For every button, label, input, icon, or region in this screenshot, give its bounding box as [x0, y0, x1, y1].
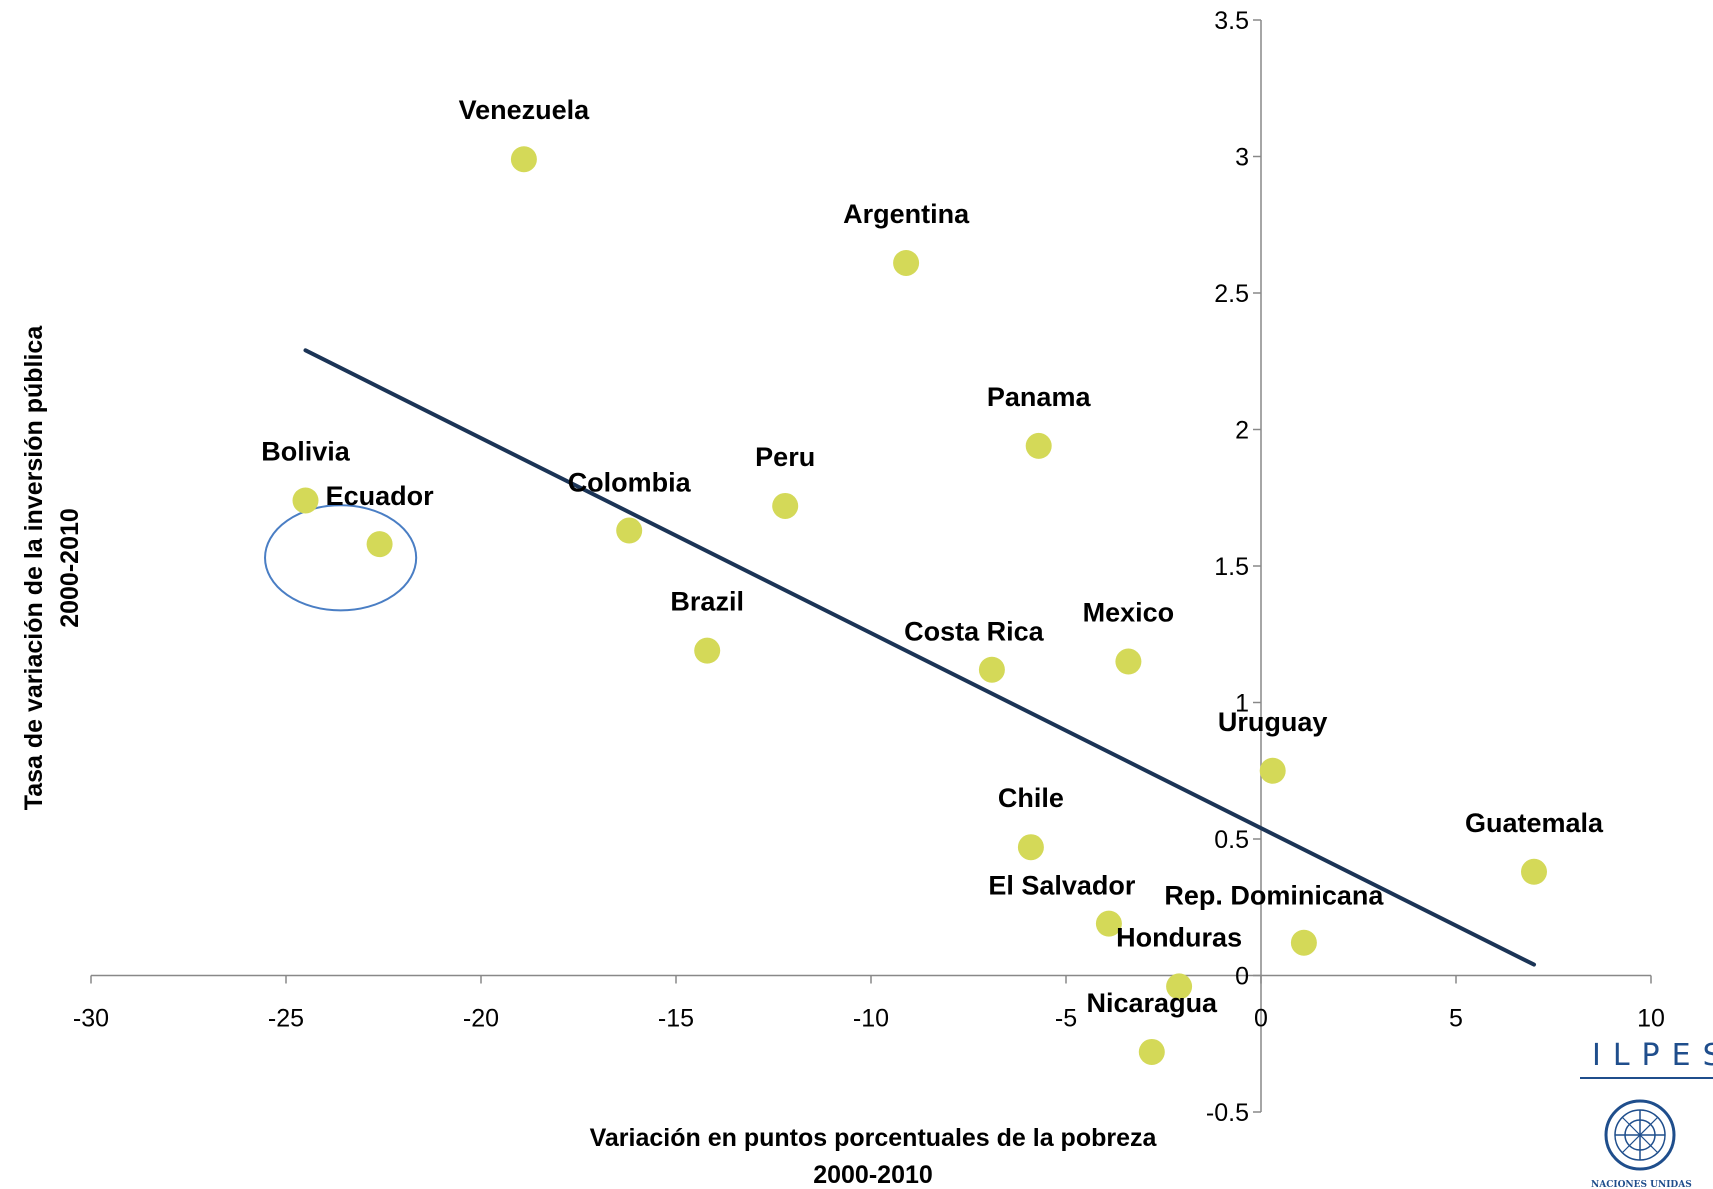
x-tick-label: -30: [73, 1005, 109, 1033]
data-point: [616, 517, 643, 544]
y-ticks: -0.5 0 0.5 1 1.5 2 2.5 3 3.5: [1206, 7, 1261, 1127]
x-axis-title: Variación en puntos porcentuales de la p…: [590, 1124, 1158, 1152]
data-point: [1017, 834, 1044, 861]
data-point: [1138, 1038, 1165, 1065]
axes: -30 -25 -20 -15 -10 -5 0 5 10 -0.5 0 0.5 1 1.5 2 2.5 3 3…: [73, 7, 1665, 1127]
y-tick-label: -0.5: [1206, 1099, 1249, 1127]
data-point-label: Chile: [998, 783, 1064, 813]
y-axis-title: Tasa de variación de la inversión públic…: [20, 325, 48, 811]
data-point: [1025, 432, 1052, 459]
data-point-label: Ecuador: [326, 481, 435, 511]
data-point-label: Argentina: [843, 199, 970, 229]
data-point: [292, 487, 319, 514]
y-tick-label: 2.5: [1214, 280, 1249, 308]
data-points: [292, 146, 1547, 1065]
x-tick-label: 5: [1449, 1005, 1463, 1033]
data-point: [772, 492, 799, 519]
data-point: [1290, 929, 1317, 956]
data-point: [1259, 757, 1286, 784]
data-point-label: El Salvador: [988, 871, 1136, 901]
y-tick-label: 3: [1235, 144, 1249, 172]
y-tick-label: 0: [1235, 963, 1249, 991]
y-tick-label: 1.5: [1214, 553, 1249, 581]
un-emblem-icon: [1604, 1099, 1676, 1171]
ilpes-logo: ILPES: [1580, 1038, 1713, 1079]
data-point-label: Bolivia: [261, 436, 351, 466]
data-point: [366, 531, 393, 558]
data-point: [1166, 973, 1193, 1000]
data-point-label: Uruguay: [1218, 707, 1328, 737]
trendline: [303, 348, 1536, 967]
data-point-label: Nicaragua: [1087, 988, 1219, 1018]
data-point: [1521, 858, 1547, 885]
data-point: [1095, 910, 1122, 937]
data-point-labels: Venezuela Argentina Panama Bolivia Ecuador Co…: [261, 95, 1604, 1018]
x-ticks: -30 -25 -20 -15 -10 -5 0 5 10: [73, 975, 1665, 1033]
data-point-label: Peru: [755, 442, 815, 472]
data-point-label: Colombia: [568, 468, 692, 498]
x-tick-label: -20: [463, 1005, 499, 1033]
data-point-label: Mexico: [1083, 598, 1175, 628]
data-point-label: Honduras: [1116, 922, 1242, 952]
un-label: NACIONES UNIDAS: [1591, 1180, 1692, 1189]
y-axis-title-line2: 2000-2010: [56, 508, 84, 628]
data-point-label: Brazil: [670, 587, 744, 617]
data-point: [694, 637, 721, 664]
svg-text:ILPES: ILPES: [1592, 1038, 1713, 1073]
data-point-label: Panama: [987, 382, 1092, 412]
x-tick-label: -15: [658, 1005, 694, 1033]
data-point: [510, 146, 537, 173]
data-point: [1115, 648, 1142, 675]
highlight-ellipse: [264, 504, 418, 612]
y-tick-label: 0.5: [1214, 826, 1249, 854]
data-point-label: Guatemala: [1465, 808, 1604, 838]
data-point-label: Costa Rica: [904, 617, 1045, 647]
x-tick-label: -25: [268, 1005, 304, 1033]
data-point-label: Rep. Dominicana: [1164, 881, 1384, 911]
x-tick-label: -10: [853, 1005, 889, 1033]
data-point: [978, 656, 1005, 683]
y-tick-label: 1: [1235, 690, 1249, 718]
y-tick-label: 3.5: [1214, 7, 1249, 35]
y-tick-label: 2: [1235, 417, 1249, 445]
x-tick-label: 0: [1254, 1005, 1268, 1033]
x-tick-label: -5: [1055, 1005, 1077, 1033]
data-point-label: Venezuela: [459, 95, 591, 125]
x-axis-title-line2: 2000-2010: [813, 1161, 933, 1189]
x-tick-label: 10: [1637, 1005, 1665, 1033]
data-point: [893, 249, 920, 276]
